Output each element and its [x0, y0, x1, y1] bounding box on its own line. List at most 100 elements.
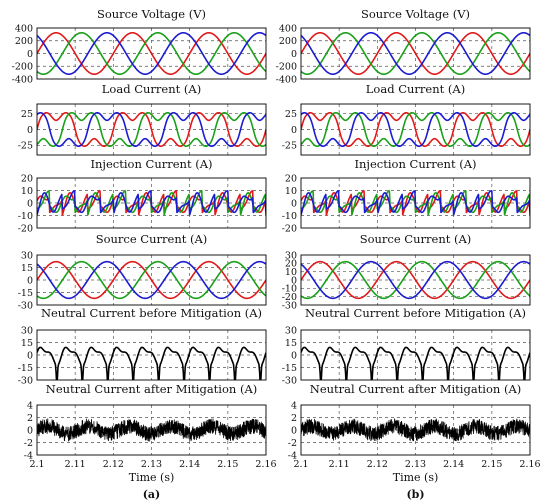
chart-title: Neutral Current after Mitigation (A): [46, 382, 258, 396]
x-tick-label: 2.12: [367, 459, 388, 470]
x-tick-label: 2.15: [217, 459, 238, 470]
y-tick-label: -20: [282, 223, 297, 234]
series-line-phase_b: [37, 260, 266, 300]
y-tick-label: 10: [285, 186, 297, 197]
chart-title: Neutral Current before Mitigation (A): [41, 306, 262, 320]
y-tick-label: 0: [27, 275, 33, 286]
y-tick-label: -4: [288, 450, 297, 461]
plot-frame: [36, 254, 267, 306]
y-tick-label: 2: [27, 413, 33, 424]
series-line-neutral: [37, 346, 266, 380]
y-tick-label: 0: [27, 198, 33, 209]
y-tick-label: -10: [18, 211, 33, 222]
plot-frame: [300, 404, 531, 456]
chart-panel-b-neutral-current-after-mitigation: Neutral Current after Mitigation (A) 4 20 -…: [288, 382, 541, 501]
chart-title: Injection Current (A): [354, 157, 476, 171]
y-tick-label: 30: [21, 325, 33, 336]
plot-frame: [36, 329, 267, 381]
y-tick-label: -200: [12, 62, 33, 73]
y-tick-label: 20: [21, 173, 33, 184]
series-line-phase_b: [37, 111, 266, 148]
y-tick-label: 10: [21, 186, 33, 197]
chart-panel-b-injection-current: Injection Current (A) 20 100 -10-20: [282, 157, 531, 234]
chart-panel-a-neutral-current-before-mitigation: Neutral Current before Mitigation (A) 30 1…: [18, 306, 267, 386]
chart-title: Source Current (A): [360, 232, 472, 246]
x-tick-label: 2.11: [329, 459, 350, 470]
series-line-neutral: [301, 418, 530, 442]
series-line-phase_c: [37, 190, 266, 216]
y-tick-label: -30: [282, 300, 297, 311]
series-line-phase_c: [37, 31, 266, 76]
y-tick-label: -15: [18, 288, 33, 299]
x-tick-label: 2.15: [481, 459, 502, 470]
chart-panel-a-injection-current: Injection Current (A) 20 100 -10-20: [18, 157, 267, 234]
y-tick-label: 400: [279, 23, 297, 34]
y-tick-label: 25: [21, 109, 33, 120]
plot-frame: [36, 404, 267, 456]
y-tick-label: 15: [285, 338, 297, 349]
chart-title: Source Voltage (V): [361, 7, 470, 21]
y-tick-label: 0: [27, 125, 33, 136]
y-tick-label: -400: [276, 74, 297, 85]
x-tick-label: 2.1: [293, 459, 308, 470]
plot-frame: [300, 103, 531, 156]
series-line-phase_a: [301, 111, 530, 148]
y-tick-label: 0: [27, 350, 33, 361]
x-tick-label: 2.16: [519, 459, 540, 470]
plot-frame: [36, 177, 267, 229]
series-line-phase_b: [37, 190, 266, 216]
chart-title: Load Current (A): [366, 82, 465, 96]
series-line-phase_c: [37, 260, 266, 300]
series-line-phase_c: [301, 260, 530, 300]
series-line-phase_b: [301, 111, 530, 148]
y-tick-label: 20: [285, 173, 297, 184]
chart-panel-b-load-current: Load Current (A) 25 0 -25: [282, 82, 531, 156]
chart-title: Neutral Current before Mitigation (A): [305, 306, 526, 320]
y-tick-label: 2: [291, 413, 297, 424]
y-tick-label: 0: [291, 425, 297, 436]
y-tick-label: 10: [285, 267, 297, 278]
y-tick-label: -25: [282, 141, 297, 152]
x-tick-label: 2.13: [405, 459, 426, 470]
x-tick-label: 2.13: [141, 459, 162, 470]
panel-caption: (a): [143, 488, 161, 501]
chart-title: Neutral Current after Mitigation (A): [310, 382, 522, 396]
y-tick-label: 20: [285, 259, 297, 270]
y-tick-label: 30: [21, 250, 33, 261]
y-tick-label: 15: [21, 263, 33, 274]
y-tick-label: -2: [288, 438, 297, 449]
series-line-phase_b: [301, 190, 530, 216]
y-tick-label: 0: [27, 425, 33, 436]
y-tick-label: -400: [12, 74, 33, 85]
y-tick-label: -15: [18, 363, 33, 374]
y-tick-label: -10: [282, 211, 297, 222]
y-tick-label: 25: [285, 109, 297, 120]
series-line-phase_a: [37, 31, 266, 76]
x-tick-label: 2.14: [443, 459, 464, 470]
y-tick-label: -200: [276, 62, 297, 73]
y-tick-label: -20: [282, 292, 297, 303]
series-line-phase_a: [301, 31, 530, 76]
y-tick-label: 0: [291, 125, 297, 136]
y-tick-label: -25: [18, 141, 33, 152]
y-tick-label: 0: [291, 198, 297, 209]
chart-panel-a-source-voltage: Source Voltage (V) 400 200 0 -200-400: [12, 7, 267, 85]
y-tick-label: 0: [291, 275, 297, 286]
chart-panel-a-source-current: Source Current (A) 30 150 -15-30: [18, 232, 267, 311]
x-tick-label: 2.16: [255, 459, 276, 470]
x-tick-label: 2.12: [103, 459, 124, 470]
y-tick-label: -10: [282, 284, 297, 295]
plot-frame: [300, 27, 531, 80]
y-tick-label: 0: [27, 49, 33, 60]
y-tick-label: 400: [15, 23, 33, 34]
x-axis-label: Time (s): [393, 471, 439, 484]
x-axis-label: Time (s): [129, 471, 175, 484]
plot-frame: [36, 103, 267, 156]
y-tick-label: 4: [27, 400, 33, 411]
series-line-phase_b: [37, 31, 266, 76]
chart-panel-a-neutral-current-after-mitigation: Neutral Current after Mitigation (A) 4 20 -…: [24, 382, 277, 501]
plot-frame: [300, 177, 531, 229]
chart-panel-b-source-voltage: Source Voltage (V) 400 200 0 -200-400: [276, 7, 531, 85]
